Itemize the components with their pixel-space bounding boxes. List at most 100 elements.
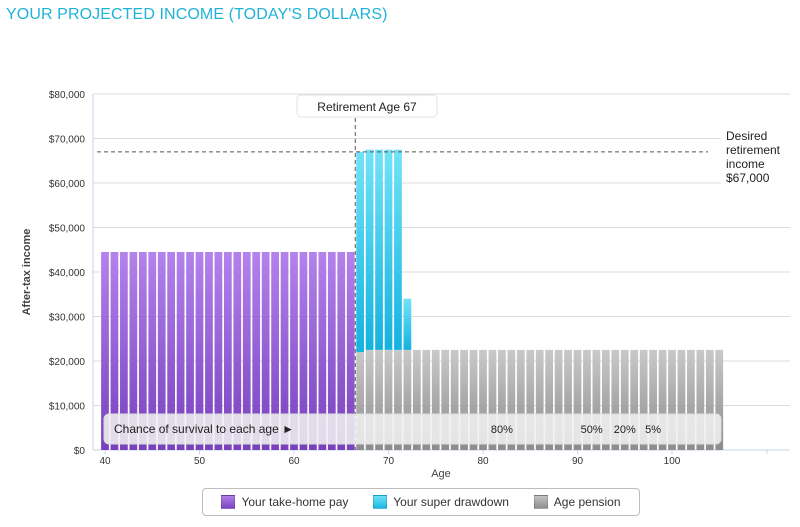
bar-pension-age-72 <box>403 349 412 450</box>
bar-pension-age-78 <box>460 349 468 450</box>
bar-pension-age-101 <box>677 349 686 450</box>
bar-take-home-age-65 <box>337 251 346 450</box>
bar-take-home-age-58 <box>271 251 279 450</box>
bar-pension-age-99 <box>658 349 667 450</box>
legend-item-take-home[interactable]: Your take-home pay <box>221 495 348 509</box>
legend-item-pension[interactable]: Age pension <box>533 495 621 509</box>
bar-take-home-age-42 <box>120 251 128 450</box>
bar-take-home-age-41 <box>110 251 119 450</box>
bar-pension-age-68 <box>365 349 374 450</box>
y-tick-label: $10,000 <box>49 402 86 413</box>
chart-legend: Your take-home pay Your super drawdown A… <box>202 488 640 516</box>
bar-super-age-71 <box>394 149 402 350</box>
bar-pension-age-92 <box>592 349 601 450</box>
x-tick-label: 90 <box>572 456 584 467</box>
x-tick-label: 100 <box>664 456 681 467</box>
x-tick-label: 60 <box>288 456 300 467</box>
bar-take-home-age-49 <box>186 251 194 450</box>
survival-marker-5pct: 5% <box>645 424 661 436</box>
bar-take-home-age-63 <box>318 251 327 450</box>
desired-income-label-line: Desired <box>726 129 767 143</box>
bar-take-home-age-45 <box>148 251 157 450</box>
bar-pension-age-67 <box>356 352 365 450</box>
y-tick-label: $20,000 <box>49 357 86 368</box>
y-tick-label: $50,000 <box>49 224 86 235</box>
bar-pension-age-89 <box>564 349 572 450</box>
x-axis-title: Age <box>431 468 451 480</box>
legend-swatch-pension <box>533 495 548 509</box>
bar-take-home-age-50 <box>195 251 204 450</box>
bar-pension-age-104 <box>705 349 714 450</box>
bar-pension-age-88 <box>554 349 563 450</box>
bar-super-age-70 <box>384 149 393 350</box>
bar-pension-age-96 <box>630 349 639 450</box>
bar-pension-age-103 <box>696 349 705 450</box>
bar-take-home-age-56 <box>252 251 261 450</box>
bar-super-age-67 <box>356 151 365 353</box>
y-tick-label: $0 <box>74 446 86 457</box>
bar-take-home-age-61 <box>299 251 308 450</box>
bar-take-home-age-43 <box>129 251 138 450</box>
bar-pension-age-90 <box>573 349 582 450</box>
legend-swatch-super <box>373 495 388 509</box>
y-tick-label: $70,000 <box>49 135 86 146</box>
bar-pension-age-102 <box>687 349 695 450</box>
y-tick-label: $80,000 <box>49 90 86 101</box>
bar-pension-age-86 <box>535 349 544 450</box>
bar-pension-age-94 <box>611 349 620 450</box>
bar-pension-age-83 <box>507 349 516 450</box>
survival-marker-20pct: 20% <box>614 424 636 436</box>
x-tick-label: 50 <box>194 456 206 467</box>
bar-pension-age-69 <box>375 349 383 450</box>
bar-pension-age-74 <box>422 349 431 450</box>
bar-pension-age-93 <box>601 349 610 450</box>
desired-income-label-line: retirement <box>726 143 781 157</box>
bar-pension-age-91 <box>583 349 591 450</box>
bar-pension-age-100 <box>668 349 676 450</box>
y-tick-label: $30,000 <box>49 313 86 324</box>
retirement-label-box <box>296 94 438 118</box>
bar-pension-age-95 <box>620 349 629 450</box>
bar-pension-age-80 <box>479 349 487 450</box>
legend-label-pension: Age pension <box>553 495 621 509</box>
survival-marker-80pct: 80% <box>491 424 513 436</box>
bar-take-home-age-55 <box>242 251 251 450</box>
legend-label-super: Your super drawdown <box>393 495 509 509</box>
bar-super-age-72 <box>403 298 412 350</box>
bar-take-home-age-54 <box>233 251 242 450</box>
bar-take-home-age-48 <box>176 251 185 450</box>
bar-pension-age-81 <box>488 349 497 450</box>
survival-marker-50pct: 50% <box>581 424 603 436</box>
x-tick-label: 40 <box>99 456 111 467</box>
bar-pension-age-75 <box>431 349 440 450</box>
retirement-label: Retirement Age 67 <box>317 100 417 114</box>
legend-label-take-home: Your take-home pay <box>241 495 349 509</box>
bar-pension-age-105 <box>715 349 724 450</box>
bar-take-home-age-66 <box>346 251 355 450</box>
bar-take-home-age-62 <box>309 251 317 450</box>
survival-band-label: Chance of survival to each age ► <box>114 422 294 436</box>
x-tick-label: 70 <box>383 456 395 467</box>
bar-pension-age-76 <box>441 349 450 450</box>
bar-take-home-age-53 <box>223 251 232 450</box>
bar-pension-age-85 <box>526 349 535 450</box>
bar-pension-age-84 <box>516 349 525 450</box>
bar-pension-age-97 <box>639 349 648 450</box>
bar-take-home-age-57 <box>261 251 270 450</box>
bar-pension-age-70 <box>384 349 393 450</box>
bar-super-age-68 <box>365 149 374 350</box>
legend-item-super[interactable]: Your super drawdown <box>373 495 509 509</box>
bar-take-home-age-46 <box>157 251 166 450</box>
desired-income-label-box <box>721 124 795 190</box>
survival-band <box>103 413 722 445</box>
y-axis-title: After-tax income <box>21 229 33 316</box>
x-tick-label: 80 <box>477 456 489 467</box>
page-title: YOUR PROJECTED INCOME (TODAY'S DOLLARS) <box>6 6 388 23</box>
bar-pension-age-87 <box>545 349 554 450</box>
bar-take-home-age-51 <box>205 251 213 450</box>
bar-take-home-age-44 <box>138 251 147 450</box>
bar-pension-age-77 <box>450 349 459 450</box>
bar-take-home-age-59 <box>280 251 289 450</box>
y-tick-label: $60,000 <box>49 179 86 190</box>
